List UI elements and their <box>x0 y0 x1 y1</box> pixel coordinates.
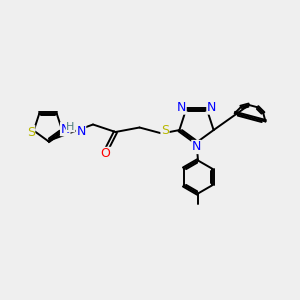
Text: N: N <box>207 101 216 114</box>
Text: O: O <box>101 147 110 161</box>
Text: N: N <box>192 140 201 154</box>
Text: N: N <box>61 123 70 136</box>
Text: N: N <box>76 125 86 138</box>
Text: H: H <box>66 122 75 132</box>
Text: S: S <box>161 124 169 137</box>
Text: S: S <box>27 126 35 139</box>
Text: N: N <box>177 101 186 114</box>
